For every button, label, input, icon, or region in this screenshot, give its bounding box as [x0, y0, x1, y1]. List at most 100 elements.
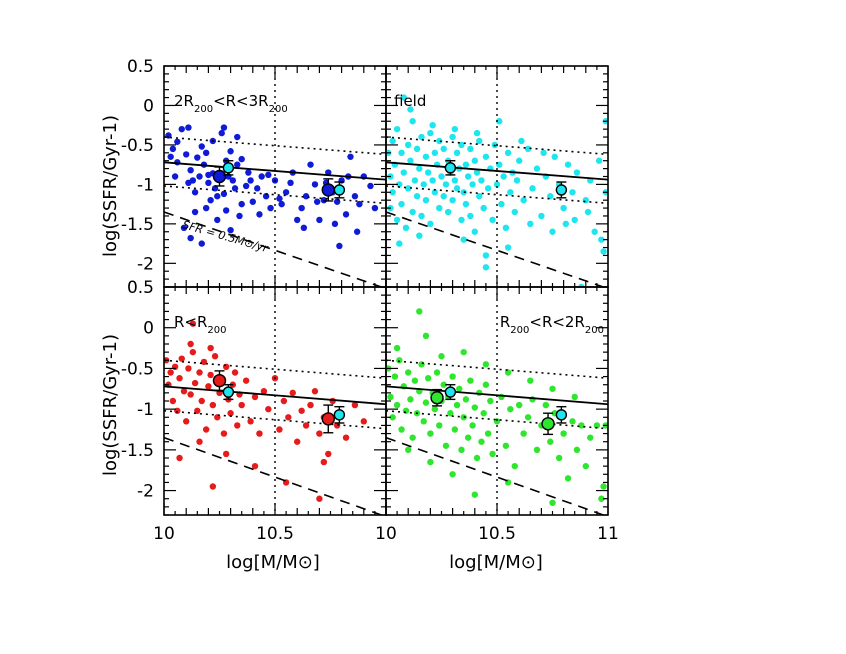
axes-text: log(SSFR/Gyr-1) log(SSFR/Gyr-1) log[M/M⊙…: [100, 115, 543, 573]
data-point: [169, 397, 177, 405]
data-point: [238, 401, 245, 409]
data-point: [469, 181, 476, 188]
data-point: [440, 193, 447, 200]
data-point: [487, 397, 494, 405]
data-point: [427, 220, 434, 228]
data-point: [420, 181, 427, 188]
data-point: [393, 216, 401, 224]
scatter-upper-line: [386, 359, 608, 379]
sfr-limit-line: [164, 211, 384, 287]
data-point: [564, 161, 572, 168]
data-point: [387, 393, 394, 401]
data-point: [262, 193, 270, 200]
data-point: [367, 182, 374, 190]
data-point: [464, 434, 472, 441]
data-point: [207, 344, 214, 352]
y-tick-label: 0.5: [127, 278, 154, 298]
data-point: [231, 185, 239, 192]
data-point: [333, 422, 341, 429]
data-point: [569, 418, 576, 425]
sfr-note: SFR = 0.5M⊙/yr: [181, 218, 271, 255]
data-point: [391, 373, 399, 380]
data-point: [198, 143, 205, 150]
data-point: [196, 173, 203, 180]
panel-label: R<R200: [174, 313, 227, 336]
reference-point: [333, 409, 346, 421]
y-tick-label: -0.5: [121, 359, 154, 379]
data-point: [402, 407, 410, 414]
data-point: [451, 125, 459, 133]
data-point: [502, 442, 510, 449]
data-point: [549, 499, 556, 506]
panel-2: 0.5 0 -0.5 -1 -1.5 -2 10 10.5 R<R200: [121, 278, 387, 544]
data-point: [569, 189, 576, 196]
data-point: [258, 173, 265, 180]
scatter-upper-line: [164, 359, 386, 379]
data-point: [424, 169, 432, 176]
data-point: [402, 224, 410, 232]
data-point: [460, 414, 467, 421]
data-point: [493, 181, 501, 188]
data-point: [420, 418, 427, 425]
data-point: [285, 414, 292, 421]
data-point: [256, 211, 263, 218]
data-point: [389, 137, 396, 145]
data-point: [409, 434, 416, 441]
data-point: [573, 446, 581, 454]
data-point: [442, 181, 450, 188]
data-point: [496, 118, 503, 125]
data-point: [418, 133, 425, 141]
data-point: [360, 418, 367, 425]
data-point: [527, 220, 534, 228]
data-point: [353, 228, 361, 235]
data-point: [298, 204, 305, 212]
data-point: [424, 375, 432, 382]
data-point: [234, 161, 241, 168]
mean-point: [321, 412, 335, 426]
data-point: [398, 149, 405, 157]
data-point: [427, 430, 434, 437]
data-point: [307, 161, 314, 168]
data-point: [500, 173, 507, 180]
data-point: [316, 430, 323, 437]
data-point: [549, 385, 556, 392]
data-point: [460, 189, 467, 196]
data-point: [504, 149, 512, 157]
data-point: [484, 430, 492, 437]
data-point: [458, 216, 465, 224]
data-point: [214, 193, 221, 200]
scatter-lower-line: [164, 409, 386, 430]
data-point: [571, 216, 578, 224]
data-point: [591, 228, 598, 235]
data-point: [238, 155, 245, 163]
data-point: [202, 426, 210, 433]
data-point: [547, 193, 554, 200]
reference-point: [222, 386, 235, 398]
panel-plot-area: [164, 66, 386, 287]
panel-3: 10 10.5 11 R200<R<2R200: [375, 286, 619, 544]
data-point: [287, 179, 294, 187]
data-point: [242, 182, 250, 190]
data-point: [265, 171, 272, 179]
data-point: [185, 365, 192, 372]
data-point: [473, 129, 481, 137]
data-point: [595, 157, 603, 164]
ylabel-bottom: log(SSFR/Gyr-1): [100, 334, 121, 476]
data-point: [598, 236, 605, 243]
data-point: [442, 442, 450, 449]
data-point: [405, 185, 412, 192]
data-point: [189, 320, 197, 327]
data-point: [431, 189, 439, 196]
data-point: [196, 369, 203, 376]
data-point: [187, 234, 194, 242]
data-point: [598, 495, 605, 502]
data-point: [507, 405, 514, 413]
data-point: [194, 154, 201, 161]
panel-plot-area: [386, 287, 608, 515]
reference-point: [555, 409, 568, 421]
data-point: [298, 407, 305, 414]
data-point: [433, 369, 441, 376]
y-tick-label: 0: [143, 319, 154, 339]
data-point: [191, 189, 199, 196]
data-point: [411, 377, 419, 384]
